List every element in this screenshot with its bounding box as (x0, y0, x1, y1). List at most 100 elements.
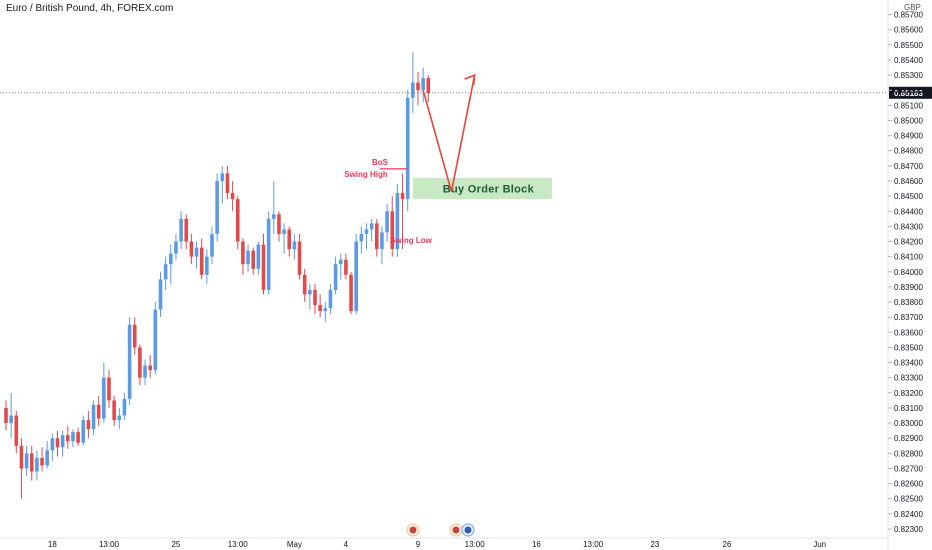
candle (349, 271, 353, 315)
y-tick-label: 0.84200 (894, 238, 923, 247)
candle (81, 415, 86, 446)
candle-body (308, 289, 312, 295)
x-tick-label: 13:00 (99, 540, 120, 549)
candle (426, 75, 431, 103)
candle (132, 317, 137, 355)
x-tick-label: 4 (344, 540, 349, 549)
candle-body (354, 241, 358, 312)
y-tick-label: 0.82600 (894, 480, 923, 489)
candle-body (4, 407, 8, 424)
y-tick-label: 0.83900 (894, 283, 923, 292)
candle (19, 438, 24, 499)
candle-body (86, 420, 91, 430)
candle-body (169, 253, 173, 265)
y-tick-label: 0.82700 (894, 464, 923, 473)
candle (261, 233, 266, 295)
y-tick-label: 0.85500 (894, 41, 923, 50)
candle-body (313, 289, 317, 306)
candle-body (194, 247, 199, 257)
candle (86, 410, 91, 439)
x-tick-label: 16 (532, 540, 541, 549)
y-tick-label: 0.85400 (894, 56, 923, 65)
candle (354, 233, 358, 315)
candle-body (411, 82, 415, 98)
y-tick-label: 0.84600 (894, 177, 923, 186)
y-tick-label: 0.85300 (894, 71, 923, 80)
candle (153, 302, 158, 375)
candle (302, 268, 307, 303)
candle-body (107, 377, 111, 401)
candle (359, 226, 364, 254)
candle (184, 214, 189, 250)
candle-body (364, 229, 369, 234)
projection-arrow-line (422, 74, 476, 192)
x-tick-label: 26 (723, 540, 732, 549)
candle (4, 400, 8, 431)
candle-body (127, 324, 132, 399)
candle-body (19, 445, 24, 469)
candle (328, 283, 333, 315)
candle (148, 355, 152, 378)
y-tick-label: 0.83500 (894, 343, 923, 352)
candle (112, 395, 116, 427)
candle (127, 317, 132, 405)
candle-body (132, 324, 137, 348)
candle-body (318, 305, 322, 312)
candle-body (189, 241, 194, 257)
candle-body (91, 404, 96, 430)
candle-body (416, 82, 420, 91)
candle (277, 211, 281, 242)
current-price-label: 0.85183 (894, 89, 923, 98)
candle-body (333, 264, 338, 290)
candle (246, 244, 250, 272)
candle (344, 253, 348, 280)
candle-body (251, 250, 255, 269)
candle (199, 238, 204, 280)
candle (174, 233, 178, 260)
candle-body (241, 241, 245, 265)
candle (45, 441, 49, 469)
arrow-head (464, 73, 476, 86)
candle-body (96, 404, 101, 419)
candle (385, 203, 389, 242)
candle (380, 226, 384, 265)
y-tick-label: 0.83700 (894, 313, 923, 322)
candle-body (338, 259, 343, 265)
candle (163, 256, 168, 290)
candle (66, 426, 70, 449)
bos-label: BoS (372, 158, 389, 167)
candle (225, 165, 230, 200)
candle-body (230, 193, 235, 200)
candle-body (297, 241, 302, 275)
y-tick-label: 0.82500 (894, 495, 923, 504)
candle (235, 196, 240, 250)
candle (91, 400, 96, 436)
swing-low-label: Swing Low (390, 236, 433, 245)
candle (256, 241, 261, 275)
candle (333, 256, 338, 295)
currency-label: GBP (904, 3, 921, 12)
candle-body (81, 420, 86, 443)
y-tick-label: 0.83000 (894, 419, 923, 428)
candle-body (390, 211, 395, 250)
y-tick-label: 0.84900 (894, 132, 923, 141)
candle (205, 249, 209, 284)
candle-body (158, 279, 163, 310)
candle (266, 211, 271, 295)
candle (122, 392, 127, 421)
candle-body (102, 377, 106, 419)
candle (194, 241, 199, 269)
y-tick-label: 0.83600 (894, 328, 923, 337)
event-marker-uk-flag-icon-inner (452, 526, 460, 534)
candle-body (405, 97, 410, 200)
y-tick-label: 0.83100 (894, 404, 923, 413)
candle (318, 294, 322, 318)
candle (210, 226, 214, 265)
y-tick-label: 0.84800 (894, 147, 923, 156)
candle-body (426, 78, 431, 94)
candle (71, 429, 75, 448)
x-tick-label: 23 (650, 540, 659, 549)
y-tick-label: 0.84300 (894, 222, 923, 231)
candle-body (55, 438, 60, 448)
